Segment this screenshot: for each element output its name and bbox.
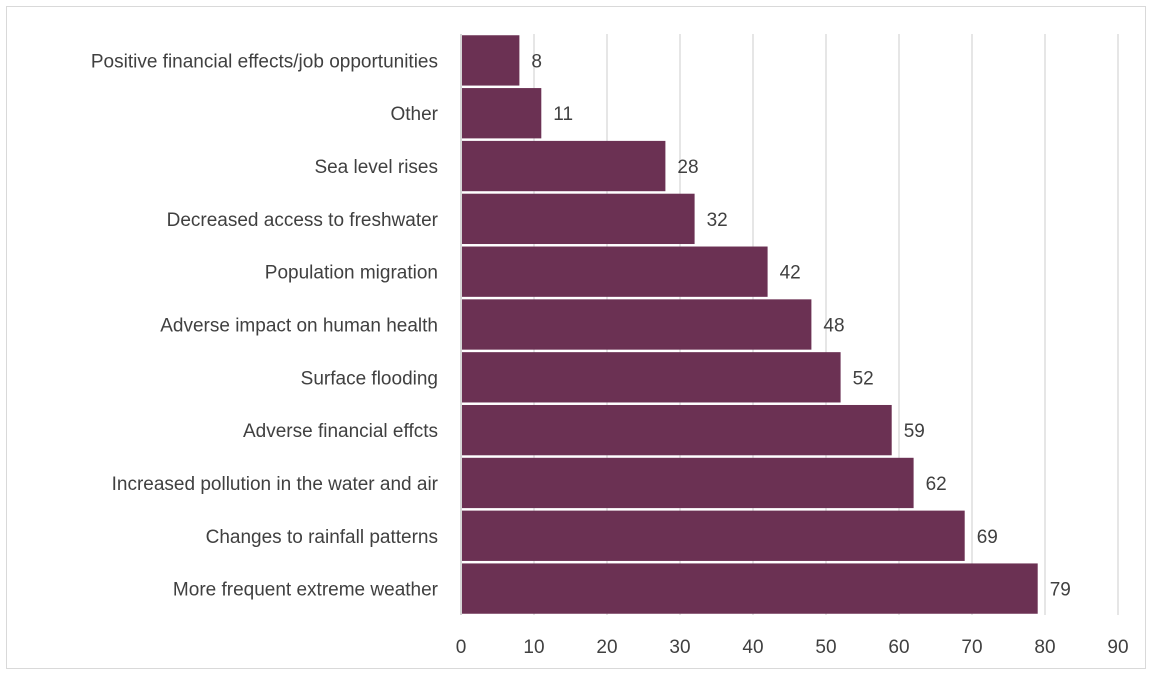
data-label: 42 xyxy=(780,263,801,284)
category-label: Population migration xyxy=(265,263,438,284)
bar xyxy=(462,352,841,403)
data-label: 69 xyxy=(977,527,998,548)
x-tick-label: 70 xyxy=(961,637,982,658)
category-label: Positive financial effects/job opportuni… xyxy=(91,51,438,72)
x-tick-label: 90 xyxy=(1107,637,1128,658)
data-label: 52 xyxy=(853,368,874,389)
category-label: Sea level rises xyxy=(314,157,438,178)
bar xyxy=(462,563,1038,614)
bars xyxy=(462,35,1038,614)
category-label: Adverse impact on human health xyxy=(160,316,438,337)
bar xyxy=(462,404,892,456)
data-label: 62 xyxy=(926,474,947,495)
x-tick-label: 20 xyxy=(596,637,617,658)
data-label: 32 xyxy=(707,210,728,231)
category-label: Adverse financial effcts xyxy=(243,421,438,442)
category-label: Other xyxy=(390,104,438,125)
bar xyxy=(462,246,768,297)
x-axis-ticks: 0 10 20 30 40 50 60 70 80 90 xyxy=(456,637,1129,658)
data-label: 28 xyxy=(677,157,698,178)
bar xyxy=(462,193,695,245)
bar xyxy=(462,35,520,86)
category-label: Increased pollution in the water and air xyxy=(112,474,439,495)
bar xyxy=(462,140,666,192)
bar xyxy=(462,299,812,350)
bar xyxy=(462,457,914,509)
x-tick-label: 0 xyxy=(456,637,467,658)
category-label: Surface flooding xyxy=(301,368,438,389)
category-labels: Positive financial effects/job opportuni… xyxy=(91,51,439,600)
x-tick-label: 30 xyxy=(669,637,690,658)
data-label: 79 xyxy=(1050,580,1071,601)
data-label: 11 xyxy=(553,104,573,125)
data-label: 48 xyxy=(823,316,844,337)
bar xyxy=(462,510,965,561)
x-tick-label: 50 xyxy=(815,637,836,658)
data-label: 8 xyxy=(531,51,542,72)
x-tick-label: 60 xyxy=(888,637,909,658)
x-tick-label: 40 xyxy=(742,637,763,658)
category-label: Changes to rainfall patterns xyxy=(206,527,438,548)
x-tick-label: 10 xyxy=(523,637,544,658)
data-label: 59 xyxy=(904,421,925,442)
data-labels: 8 11 28 32 42 48 52 59 62 69 79 xyxy=(531,51,1070,600)
category-label: More frequent extreme weather xyxy=(173,580,439,601)
bar xyxy=(462,88,542,139)
x-tick-label: 80 xyxy=(1034,637,1055,658)
category-label: Decreased access to freshwater xyxy=(167,210,439,231)
